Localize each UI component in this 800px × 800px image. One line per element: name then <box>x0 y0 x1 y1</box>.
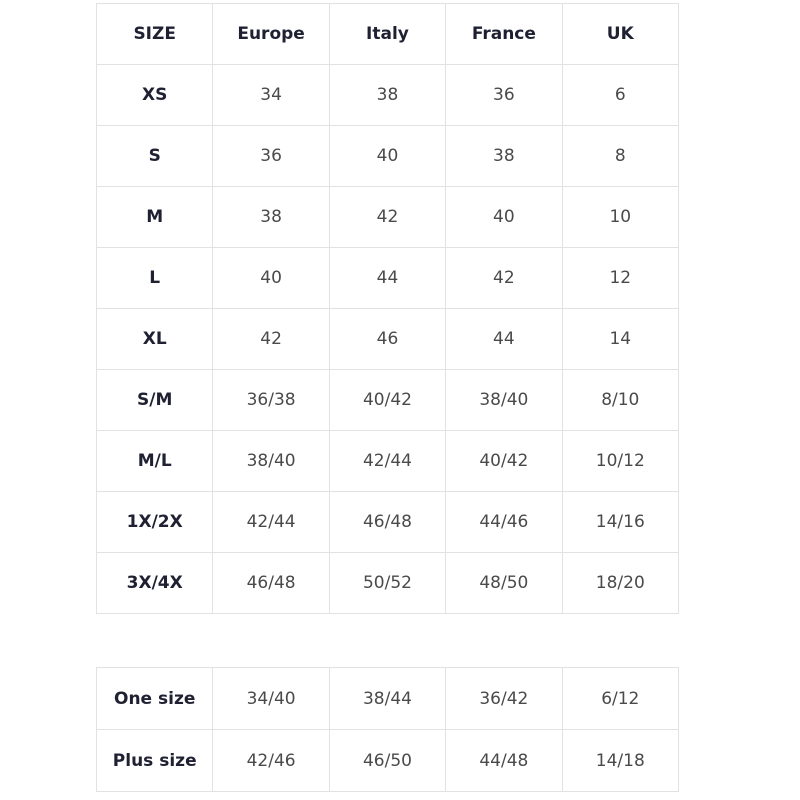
table-row: One size 34/40 38/44 36/42 6/12 <box>95 667 680 730</box>
size-value-cell: 36 <box>212 125 330 187</box>
size-label-cell: L <box>95 247 214 309</box>
column-header: SIZE <box>95 3 214 65</box>
size-value-cell: 18/20 <box>561 552 680 614</box>
size-value-cell: 38 <box>445 125 563 187</box>
size-value-cell: 44 <box>445 308 563 370</box>
size-value-cell: 8/10 <box>561 369 680 431</box>
size-value-cell: 34 <box>212 64 330 126</box>
size-value-cell: 44/48 <box>445 729 563 792</box>
table-row: XS 34 38 36 6 <box>95 64 680 126</box>
size-value-cell: 42/46 <box>212 729 330 792</box>
size-value-cell: 46/48 <box>212 552 330 614</box>
column-header: Italy <box>328 3 447 65</box>
size-value-cell: 42/44 <box>328 430 447 492</box>
size-value-cell: 36/42 <box>445 667 563 730</box>
size-value-cell: 40/42 <box>328 369 447 431</box>
table-row: 1X/2X 42/44 46/48 44/46 14/16 <box>95 491 680 553</box>
size-value-cell: 38/44 <box>328 667 447 730</box>
size-value-cell: 42/44 <box>212 491 330 553</box>
table-row: L 40 44 42 12 <box>95 247 680 309</box>
table-row: S 36 40 38 8 <box>95 125 680 187</box>
size-value-cell: 12 <box>561 247 680 309</box>
size-label-cell: One size <box>95 667 214 730</box>
size-value-cell: 38 <box>328 64 447 126</box>
special-sizes-table: One size 34/40 38/44 36/42 6/12 Plus size 42/4… <box>95 667 680 792</box>
size-value-cell: 46/50 <box>328 729 447 792</box>
size-value-cell: 14/16 <box>561 491 680 553</box>
size-value-cell: 48/50 <box>445 552 563 614</box>
size-value-cell: 46 <box>328 308 447 370</box>
size-value-cell: 40/42 <box>445 430 563 492</box>
table-row: Plus size 42/46 46/50 44/48 14/18 <box>95 729 680 792</box>
size-value-cell: 40 <box>328 125 447 187</box>
size-value-cell: 44/46 <box>445 491 563 553</box>
size-label-cell: XS <box>95 64 214 126</box>
size-label-cell: 3X/4X <box>95 552 214 614</box>
size-value-cell: 10/12 <box>561 430 680 492</box>
size-value-cell: 42 <box>445 247 563 309</box>
size-label-cell: XL <box>95 308 214 370</box>
size-value-cell: 38/40 <box>212 430 330 492</box>
column-header: France <box>445 3 563 65</box>
table-row: 3X/4X 46/48 50/52 48/50 18/20 <box>95 552 680 614</box>
size-value-cell: 8 <box>561 125 680 187</box>
table-row: M 38 42 40 10 <box>95 186 680 248</box>
table-header-row: SIZE Europe Italy France UK <box>95 3 680 65</box>
column-header: Europe <box>212 3 330 65</box>
size-value-cell: 14 <box>561 308 680 370</box>
size-chart-table: SIZE Europe Italy France UK XS 34 38 36 6 S 36 40 38… <box>95 3 680 614</box>
table-row: XL 42 46 44 14 <box>95 308 680 370</box>
size-value-cell: 6 <box>561 64 680 126</box>
column-header: UK <box>561 3 680 65</box>
size-value-cell: 40 <box>445 186 563 248</box>
size-value-cell: 50/52 <box>328 552 447 614</box>
size-value-cell: 38/40 <box>445 369 563 431</box>
size-label-cell: S <box>95 125 214 187</box>
table-row: S/M 36/38 40/42 38/40 8/10 <box>95 369 680 431</box>
size-label-cell: Plus size <box>95 729 214 792</box>
size-label-cell: M <box>95 186 214 248</box>
size-label-cell: S/M <box>95 369 214 431</box>
table-row: M/L 38/40 42/44 40/42 10/12 <box>95 430 680 492</box>
size-value-cell: 36/38 <box>212 369 330 431</box>
size-value-cell: 14/18 <box>561 729 680 792</box>
size-value-cell: 44 <box>328 247 447 309</box>
size-value-cell: 46/48 <box>328 491 447 553</box>
size-label-cell: 1X/2X <box>95 491 214 553</box>
size-value-cell: 42 <box>328 186 447 248</box>
size-value-cell: 6/12 <box>561 667 680 730</box>
size-label-cell: M/L <box>95 430 214 492</box>
size-value-cell: 38 <box>212 186 330 248</box>
size-value-cell: 34/40 <box>212 667 330 730</box>
size-value-cell: 40 <box>212 247 330 309</box>
size-value-cell: 42 <box>212 308 330 370</box>
size-value-cell: 10 <box>561 186 680 248</box>
size-value-cell: 36 <box>445 64 563 126</box>
